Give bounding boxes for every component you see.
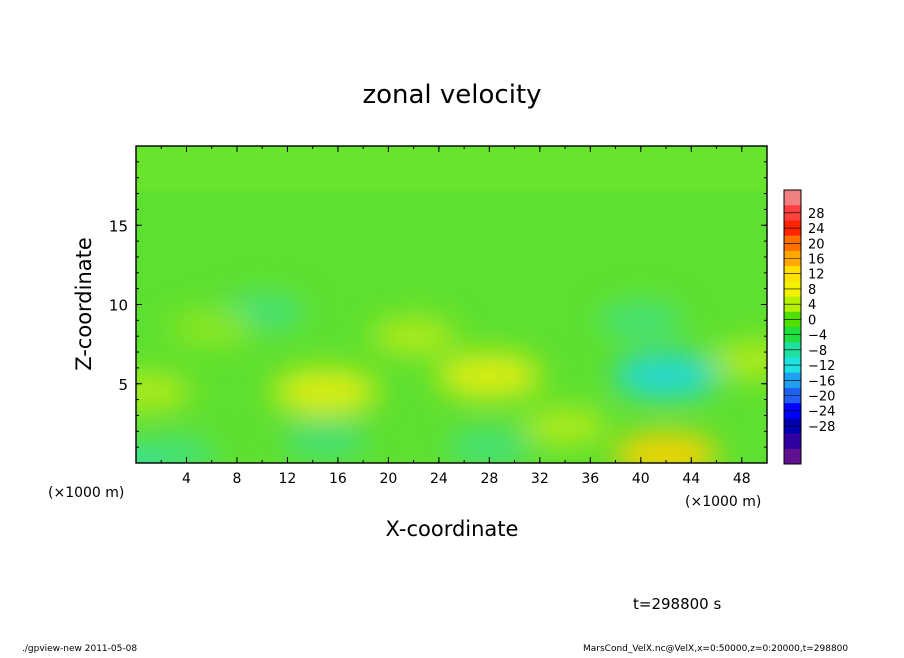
colorbar-label: 0	[808, 313, 816, 328]
x-tick-label: 28	[480, 471, 498, 487]
x-tick-label: 36	[581, 471, 599, 487]
velocity-feature	[613, 352, 719, 399]
x-tick-label: 16	[329, 471, 347, 487]
colorbar-label: 8	[808, 283, 816, 298]
y-tick-label: 10	[109, 297, 128, 315]
footer-right: MarsCond_VelX.nc@VelX,x=0:50000,z=0:2000…	[583, 644, 848, 654]
x-tick-label: 24	[430, 471, 448, 487]
colorbar-label: 4	[808, 298, 816, 313]
velocity-feature	[522, 407, 608, 446]
colorbar-label: −4	[808, 329, 827, 344]
velocity-feature	[598, 301, 684, 340]
y-tick-label: 5	[118, 376, 128, 394]
colorbar-swatch	[784, 433, 801, 450]
velocity-feature	[136, 372, 192, 411]
plot-area	[136, 146, 767, 463]
x-tick-label: 12	[279, 471, 297, 487]
colorbar-label: −12	[808, 359, 835, 374]
colorbar-label: −20	[808, 390, 835, 405]
y-axis-label: Z-coordinate	[72, 237, 96, 371]
x-tick-label: 48	[733, 471, 751, 487]
upper-band	[136, 146, 767, 191]
velocity-feature	[613, 431, 719, 463]
x-unit-label-right: (×1000 m)	[685, 494, 761, 510]
velocity-feature	[282, 420, 368, 458]
colorbar-label: 20	[808, 237, 825, 252]
colorbar-label: −24	[808, 405, 835, 420]
velocity-feature	[136, 436, 217, 463]
colorbar-label: 24	[808, 222, 825, 237]
colorbar-label: −16	[808, 374, 835, 389]
x-tick-label: 32	[531, 471, 549, 487]
velocity-features	[136, 293, 767, 463]
x-tick-label: 20	[379, 471, 397, 487]
colorbar-label: 16	[808, 253, 825, 268]
chart-title: zonal velocity	[362, 80, 541, 110]
y-axis: 5 10 15	[109, 161, 767, 448]
velocity-feature	[371, 317, 457, 355]
colorbar-swatch	[784, 190, 801, 206]
colorbar-label: −8	[808, 344, 827, 359]
colorbar-swatch	[784, 448, 801, 465]
x-tick-label: 8	[232, 471, 241, 487]
colorbar-label: 28	[808, 207, 825, 222]
colorbar-label: 12	[808, 268, 825, 283]
colorbar-frame	[783, 189, 802, 465]
velocity-feature	[711, 341, 767, 379]
y-tick-label: 15	[109, 217, 128, 235]
colorbar-label: −28	[808, 420, 835, 435]
time-label: t=298800 s	[633, 595, 721, 613]
footer-left: ./gpview-new 2011-05-08	[22, 644, 137, 654]
velocity-feature	[436, 352, 542, 399]
x-unit-label-left: (×1000 m)	[48, 485, 124, 501]
velocity-feature	[169, 309, 255, 347]
velocity-feature	[446, 428, 532, 463]
velocity-feature	[272, 368, 378, 415]
x-tick-label: 40	[632, 471, 650, 487]
x-axis: 4 8 12 16 20 24 28 32 36 40 44 48	[160, 146, 751, 487]
x-axis-label: X-coordinate	[386, 517, 519, 541]
x-tick-label: 4	[182, 471, 191, 487]
x-tick-label: 44	[682, 471, 700, 487]
